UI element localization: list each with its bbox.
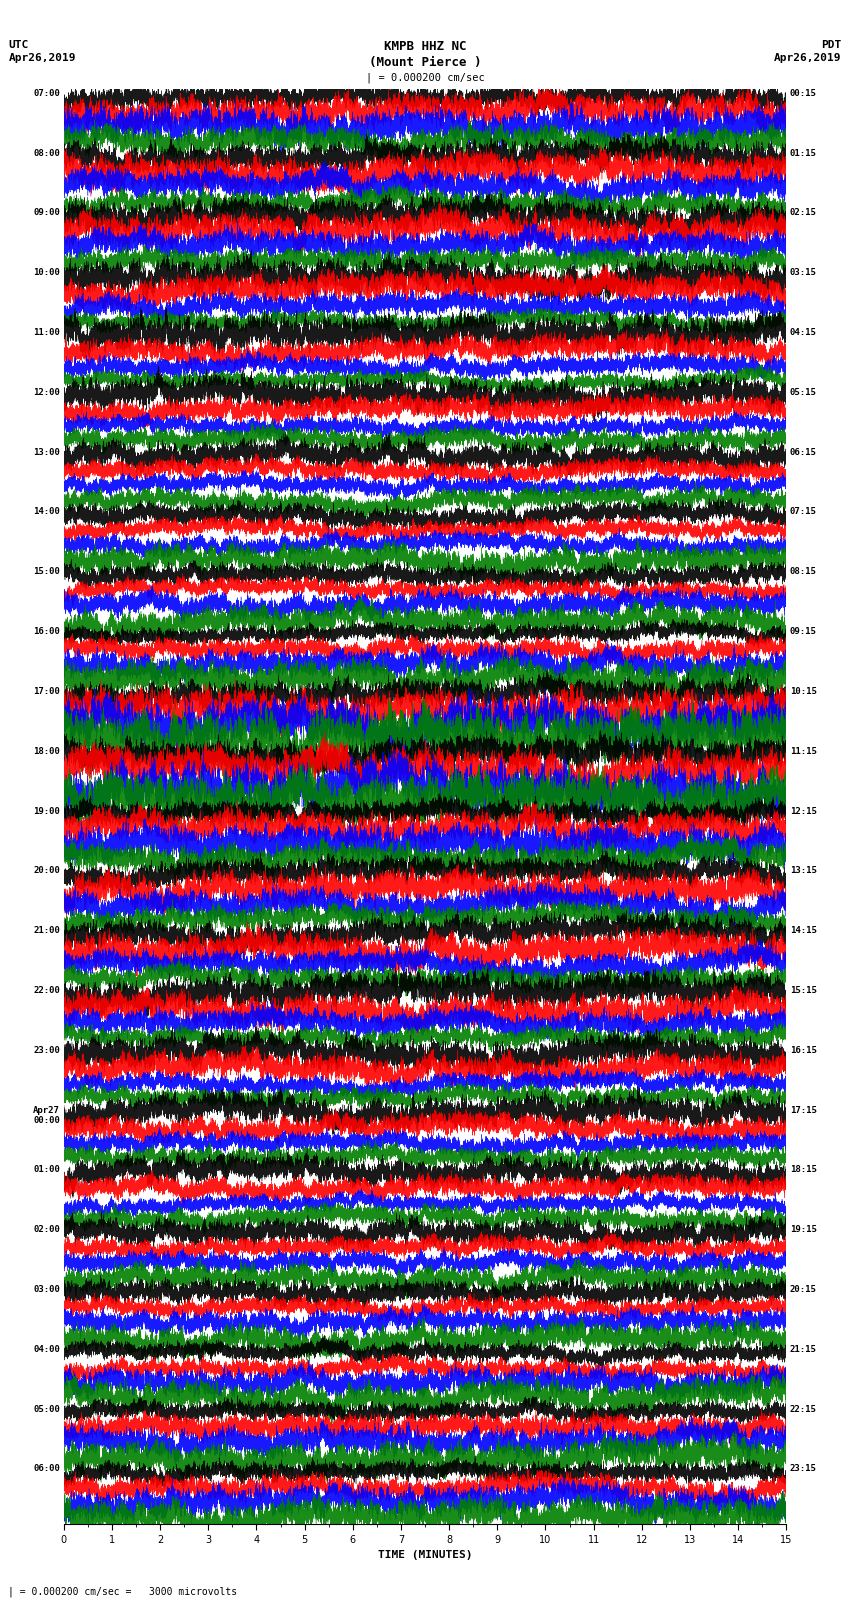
Text: 14:15: 14:15 bbox=[790, 926, 817, 936]
Text: 14:00: 14:00 bbox=[33, 508, 60, 516]
Text: 11:15: 11:15 bbox=[790, 747, 817, 755]
Text: 04:15: 04:15 bbox=[790, 327, 817, 337]
X-axis label: TIME (MINUTES): TIME (MINUTES) bbox=[377, 1550, 473, 1560]
Text: 21:00: 21:00 bbox=[33, 926, 60, 936]
Text: 10:00: 10:00 bbox=[33, 268, 60, 277]
Text: 04:00: 04:00 bbox=[33, 1345, 60, 1353]
Text: 02:15: 02:15 bbox=[790, 208, 817, 218]
Text: 18:15: 18:15 bbox=[790, 1165, 817, 1174]
Text: 16:00: 16:00 bbox=[33, 627, 60, 636]
Text: 17:15: 17:15 bbox=[790, 1105, 817, 1115]
Text: UTC: UTC bbox=[8, 40, 29, 50]
Text: 05:00: 05:00 bbox=[33, 1405, 60, 1413]
Text: 15:00: 15:00 bbox=[33, 568, 60, 576]
Text: PDT: PDT bbox=[821, 40, 842, 50]
Text: 06:00: 06:00 bbox=[33, 1465, 60, 1473]
Text: 09:00: 09:00 bbox=[33, 208, 60, 218]
Text: 10:15: 10:15 bbox=[790, 687, 817, 695]
Text: 22:00: 22:00 bbox=[33, 986, 60, 995]
Text: 11:00: 11:00 bbox=[33, 327, 60, 337]
Text: 15:15: 15:15 bbox=[790, 986, 817, 995]
Text: 02:00: 02:00 bbox=[33, 1226, 60, 1234]
Text: 19:15: 19:15 bbox=[790, 1226, 817, 1234]
Text: 16:15: 16:15 bbox=[790, 1045, 817, 1055]
Text: Apr26,2019: Apr26,2019 bbox=[8, 53, 76, 63]
Text: 20:15: 20:15 bbox=[790, 1286, 817, 1294]
Text: 00:15: 00:15 bbox=[790, 89, 817, 98]
Text: | = 0.000200 cm/sec =   3000 microvolts: | = 0.000200 cm/sec = 3000 microvolts bbox=[8, 1586, 238, 1597]
Text: 01:15: 01:15 bbox=[790, 148, 817, 158]
Text: 13:00: 13:00 bbox=[33, 448, 60, 456]
Text: 05:15: 05:15 bbox=[790, 387, 817, 397]
Text: KMPB HHZ NC: KMPB HHZ NC bbox=[383, 40, 467, 53]
Text: | = 0.000200 cm/sec: | = 0.000200 cm/sec bbox=[366, 73, 484, 84]
Text: 21:15: 21:15 bbox=[790, 1345, 817, 1353]
Text: 22:15: 22:15 bbox=[790, 1405, 817, 1413]
Text: 07:15: 07:15 bbox=[790, 508, 817, 516]
Text: 12:15: 12:15 bbox=[790, 806, 817, 816]
Text: Apr26,2019: Apr26,2019 bbox=[774, 53, 842, 63]
Text: 19:00: 19:00 bbox=[33, 806, 60, 816]
Text: 03:00: 03:00 bbox=[33, 1286, 60, 1294]
Text: (Mount Pierce ): (Mount Pierce ) bbox=[369, 56, 481, 69]
Text: Apr27
00:00: Apr27 00:00 bbox=[33, 1105, 60, 1124]
Text: 07:00: 07:00 bbox=[33, 89, 60, 98]
Text: 03:15: 03:15 bbox=[790, 268, 817, 277]
Text: 06:15: 06:15 bbox=[790, 448, 817, 456]
Text: 18:00: 18:00 bbox=[33, 747, 60, 755]
Text: 13:15: 13:15 bbox=[790, 866, 817, 876]
Text: 01:00: 01:00 bbox=[33, 1165, 60, 1174]
Text: 23:15: 23:15 bbox=[790, 1465, 817, 1473]
Text: 08:00: 08:00 bbox=[33, 148, 60, 158]
Text: 17:00: 17:00 bbox=[33, 687, 60, 695]
Text: 12:00: 12:00 bbox=[33, 387, 60, 397]
Text: 09:15: 09:15 bbox=[790, 627, 817, 636]
Text: 20:00: 20:00 bbox=[33, 866, 60, 876]
Text: 23:00: 23:00 bbox=[33, 1045, 60, 1055]
Text: 08:15: 08:15 bbox=[790, 568, 817, 576]
